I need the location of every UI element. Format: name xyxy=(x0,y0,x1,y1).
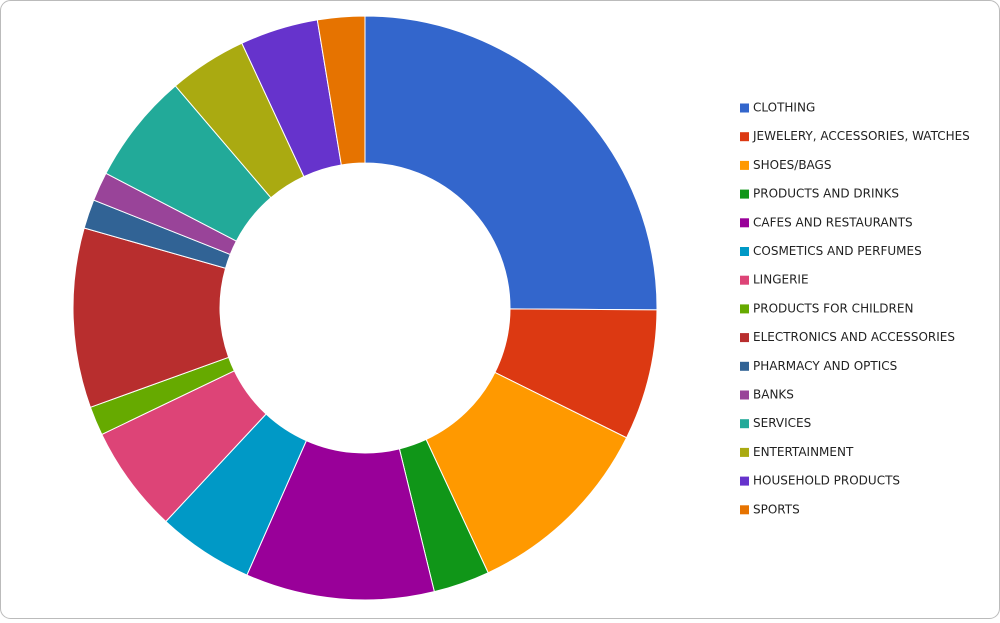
legend-swatch xyxy=(740,505,749,515)
legend-label: PHARMACY AND OPTICS xyxy=(753,359,897,373)
legend-label: PRODUCTS FOR CHILDREN xyxy=(753,301,913,315)
legend-label: ELECTRONICS AND ACCESSORIES xyxy=(753,330,955,344)
legend-swatch xyxy=(740,447,749,457)
legend-swatch xyxy=(740,419,749,429)
legend-swatch xyxy=(740,132,749,142)
legend-label: HOUSEHOLD PRODUCTS xyxy=(753,474,900,488)
donut-slice xyxy=(364,15,658,311)
legend-label: BANKS xyxy=(753,388,794,402)
legend-label: PRODUCTS AND DRINKS xyxy=(753,187,899,201)
legend-swatch xyxy=(740,390,749,400)
legend-swatch xyxy=(740,275,749,285)
legend-swatch xyxy=(740,218,749,228)
legend-label: ENTERTAINMENT xyxy=(753,445,854,459)
legend-swatch xyxy=(740,247,749,256)
legend-label: SERVICES xyxy=(753,416,811,430)
legend-label: CLOTHING xyxy=(753,101,815,115)
legend-label: SHOES/BAGS xyxy=(753,158,831,172)
legend-label: JEWELERY, ACCESSORIES, WATCHES xyxy=(752,129,970,143)
legend-label: COSMETICS AND PERFUMES xyxy=(753,244,922,258)
legend-swatch xyxy=(740,304,749,314)
legend-label: CAFES AND RESTAURANTS xyxy=(753,215,913,229)
legend-swatch xyxy=(740,160,749,170)
legend-swatch xyxy=(740,476,749,486)
legend-swatch xyxy=(740,189,749,199)
legend-label: LINGERIE xyxy=(753,273,809,287)
legend-swatch xyxy=(740,361,749,371)
legend-swatch xyxy=(740,333,749,343)
legend-swatch xyxy=(740,103,749,113)
legend-label: SPORTS xyxy=(753,502,800,516)
donut-slice xyxy=(316,15,366,166)
